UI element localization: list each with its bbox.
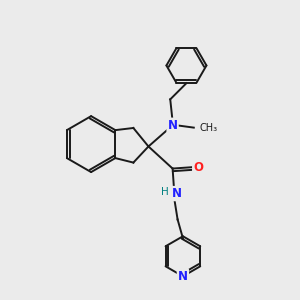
Text: N: N [171,187,182,200]
Text: O: O [193,160,203,174]
Text: H: H [161,187,169,197]
Text: CH₃: CH₃ [199,123,217,133]
Text: N: N [178,270,188,283]
Text: N: N [168,119,178,132]
